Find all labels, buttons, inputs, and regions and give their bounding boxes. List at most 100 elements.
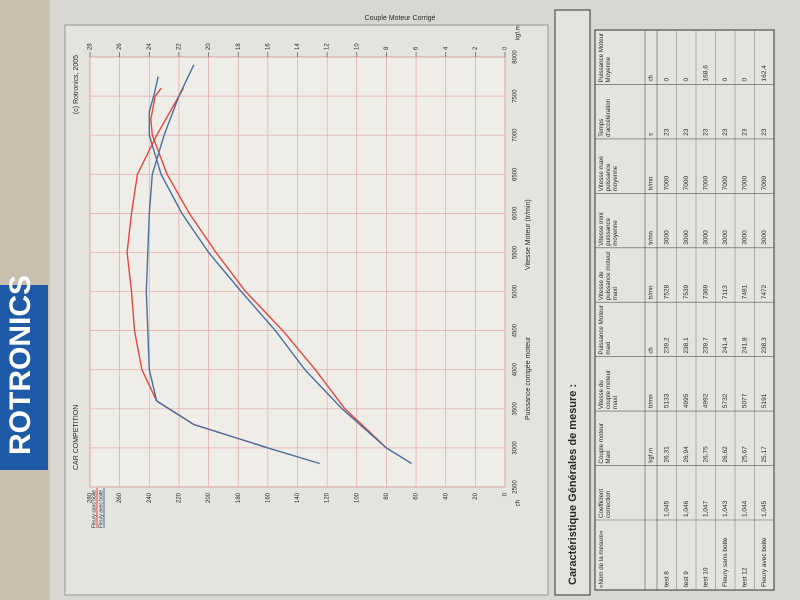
y2-tick-label: 12 [325, 43, 331, 50]
table-cell: 5077 [741, 393, 748, 408]
y2-tick-label: 6 [414, 46, 420, 50]
x-tick-label: 5500 [513, 245, 519, 259]
y-tick-label: 40 [443, 492, 449, 499]
unit-label: tr/mn [649, 231, 655, 245]
y-tick-label: 60 [414, 492, 420, 499]
table-cell: 7528 [663, 284, 670, 299]
unit-label: ch [649, 347, 655, 353]
y2-tick-label: 8 [384, 46, 390, 50]
table-cell: 7369 [702, 284, 709, 299]
y-axis-label: Puissance corrigée moteur [525, 336, 532, 420]
table-cell: 26,94 [683, 446, 690, 463]
table-cell: test 10 [702, 567, 709, 587]
table-cell: 5732 [722, 393, 729, 408]
table-cell: 0 [683, 77, 690, 81]
x-tick-label: 3500 [513, 401, 519, 415]
column-header: Puissance MoteurMoyenne [598, 33, 612, 83]
y2-tick-label: 4 [443, 46, 449, 50]
table-cell: 3000 [722, 230, 729, 245]
y-tick-label: 220 [177, 492, 183, 503]
y2-tick-label: 26 [117, 43, 123, 50]
x-tick-label: 3000 [513, 441, 519, 455]
table-cell: test 9 [683, 571, 690, 587]
y-tick-label: 0 [503, 492, 509, 496]
unit-label: ch [649, 75, 655, 81]
y2-tick-label: 24 [147, 43, 153, 50]
table-cell: Fleury sans boite [722, 537, 729, 587]
y2-tick-label: 14 [295, 43, 301, 50]
x-tick-label: 6500 [513, 167, 519, 181]
y-tick-label: 160 [265, 492, 271, 503]
table-cell: 7000 [663, 175, 670, 190]
table-cell: 4992 [702, 393, 709, 408]
table-cell: 7113 [722, 285, 729, 299]
x-tick-label: 7500 [513, 89, 519, 103]
table-cell: 7000 [722, 175, 729, 190]
y-tick-label: 280 [88, 492, 94, 503]
table-cell: 26,62 [722, 446, 729, 463]
column-header: Vitesse ducouple moteurmaxi [598, 370, 619, 409]
y2-axis-label: Couple Moteur Corrigé [365, 15, 436, 22]
table-cell: 3000 [761, 230, 768, 245]
table-cell: 0 [741, 77, 748, 81]
chart-subtitle: (c) Rotronics, 2005 [73, 55, 80, 114]
y-tick-label: 80 [384, 492, 390, 499]
table-cell: 4995 [683, 393, 690, 408]
table-cell: 23 [722, 128, 729, 136]
y2-tick-label: 2 [473, 46, 479, 50]
y-tick-label: 120 [325, 492, 331, 503]
column-header: Vitesse maxipuissancemoyenne [598, 156, 619, 191]
chart-title: CAR COMPETITION [73, 405, 80, 470]
y2-tick-label: 18 [236, 43, 242, 50]
legend-label: Fleury avec boite [98, 490, 104, 528]
table-cell: 26,75 [702, 446, 709, 463]
table-cell: 1,046 [683, 500, 690, 517]
table-cell: 1,043 [722, 500, 729, 517]
x-tick-label: 6000 [513, 206, 519, 220]
table-cell: 3000 [741, 230, 748, 245]
column-header: Couple moteurMaxi [598, 423, 612, 464]
y-tick-label: 240 [147, 492, 153, 503]
x-tick-label: 4000 [513, 362, 519, 376]
unit-label: tr/mn [649, 177, 655, 191]
brand: ROTRONICS [4, 275, 37, 455]
table-cell: 238,1 [683, 337, 690, 354]
y2-tick-label: 20 [206, 43, 212, 50]
table-cell: 239,7 [702, 337, 709, 354]
table-cell: 3000 [683, 230, 690, 245]
unit-label: tr/mn [649, 286, 655, 300]
table-cell: 5133 [663, 393, 670, 408]
y-tick-label: 260 [117, 492, 123, 503]
y-tick-label: 140 [295, 492, 301, 503]
table-cell: 26,31 [663, 446, 670, 463]
series-line [150, 87, 387, 449]
table-frame [594, 29, 775, 591]
table-cell: 1,045 [663, 500, 670, 517]
column-header: Vitesse minipuissancemoyenne [598, 213, 619, 246]
table-cell: test 12 [741, 567, 748, 587]
x-tick-label: 8000 [513, 50, 519, 64]
table-cell: 23 [663, 128, 670, 136]
x-tick-label: 2500 [513, 480, 519, 494]
y-tick-label: 180 [236, 492, 242, 503]
column-header: Vitesse depuissance moteurmaxi [598, 251, 619, 300]
y-tick-label: 100 [354, 492, 360, 503]
y-tick-label: 20 [473, 492, 479, 499]
brand-banner [0, 285, 48, 470]
legend-label: Fleury sans boite [91, 490, 97, 528]
table-cell: 162,4 [761, 65, 768, 82]
series-line [148, 76, 412, 465]
table-cell: 7472 [761, 284, 768, 299]
table-cell: 1,047 [702, 500, 709, 517]
y2-tick-label: 10 [354, 43, 360, 50]
table-cell: 7000 [683, 175, 690, 190]
unit-label: kgf.m [649, 448, 655, 463]
x-tick-label: 4500 [513, 323, 519, 337]
table-cell: 1,045 [761, 500, 768, 517]
x-axis-label: Vitesse Moteur (tr/min) [525, 199, 532, 270]
table-cell: 5191 [761, 393, 768, 408]
table-cell: 1,044 [741, 500, 748, 517]
table-title: Caractéristique Générales de mesure : [567, 384, 579, 585]
